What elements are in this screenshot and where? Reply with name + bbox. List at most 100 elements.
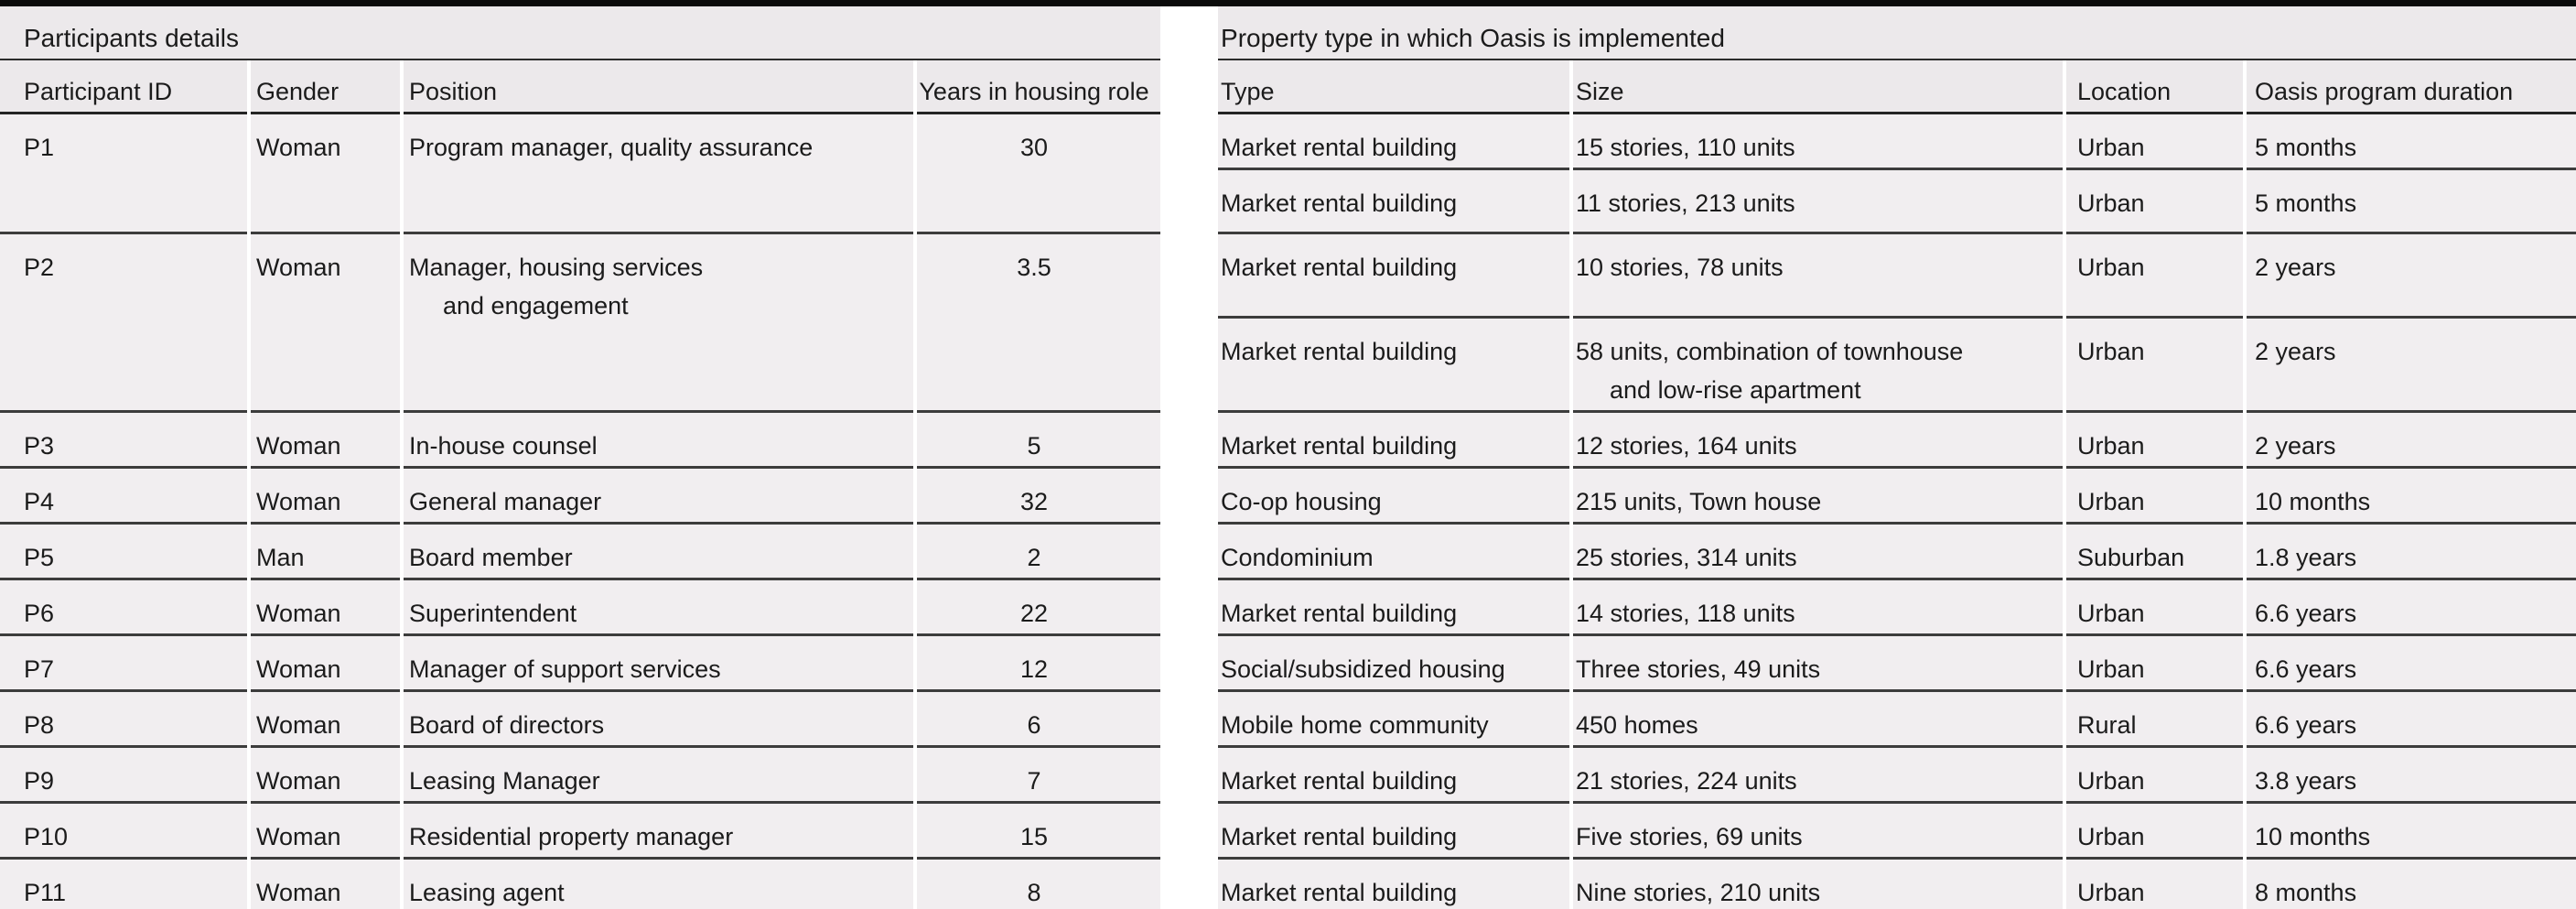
cell-text: 12 stories, 164 units: [1576, 431, 1797, 460]
cell-property-size: Nine stories, 210 units: [1573, 859, 2064, 909]
cell-text: 2: [1027, 543, 1041, 571]
cell-text: Woman: [256, 487, 341, 515]
cell-duration: 3.8 years: [2247, 747, 2576, 804]
cell-gender: Man: [251, 524, 400, 580]
group-header-property-type: Property type in which Oasis is implemen…: [1218, 6, 2576, 61]
cell-text: Urban: [2077, 133, 2145, 161]
cell-text: Nine stories, 210 units: [1576, 878, 1821, 906]
cell-text: 5 months: [2255, 133, 2357, 161]
cell-text: 2 years: [2255, 431, 2336, 460]
cell-text: 21 stories, 224 units: [1576, 766, 1797, 795]
cell-text: Co-op housing: [1221, 487, 1382, 515]
cell-text: 5 months: [2255, 189, 2357, 217]
cell-text: P2: [24, 253, 55, 281]
cell-text: Woman: [256, 822, 341, 850]
cell-participant-id: P3: [0, 412, 247, 469]
cell-gender: Woman: [251, 691, 400, 748]
cell-text: Urban: [2077, 599, 2145, 627]
cell-position: Superintendent: [404, 579, 913, 636]
cell-property-type: Market rental building: [1218, 579, 1570, 636]
cell-gender: Woman: [251, 635, 400, 692]
cell-text: Woman: [256, 253, 341, 281]
col-header-participant-id: Participant ID: [0, 60, 247, 114]
cell-text: 7: [1027, 766, 1041, 795]
cell-location: Urban: [2066, 169, 2244, 234]
cell-duration: 6.6 years: [2247, 635, 2576, 692]
cell-text: 2 years: [2255, 337, 2336, 365]
col-header-size: Size: [1573, 60, 2064, 114]
cell-text: 30: [1019, 133, 1049, 161]
cell-text: Social/subsidized housing: [1221, 655, 1505, 683]
cell-participant-id: P2: [0, 233, 247, 413]
cell-gender: Woman: [251, 747, 400, 804]
cell-position: Board of directors: [404, 691, 913, 748]
cell-location: Rural: [2066, 691, 2244, 748]
cell-text: Urban: [2077, 655, 2145, 683]
spacer-cell: [1164, 748, 1214, 804]
cell-location: Urban: [2066, 579, 2244, 636]
table-row: P10 Woman Residential property manager 15 Ma…: [0, 803, 2576, 860]
cell-property-size: 25 stories, 314 units: [1573, 524, 2064, 580]
cell-text: Mobile home community: [1221, 710, 1489, 739]
cell-text: Urban: [2077, 487, 2145, 515]
cell-text: Residential property manager: [409, 822, 734, 850]
cell-text: 10 months: [2255, 487, 2371, 515]
cell-text: Urban: [2077, 189, 2145, 217]
table-row: P5 Man Board member 2 Condominium 25 stories,…: [0, 524, 2576, 580]
cell-property-type: Market rental building: [1218, 114, 1570, 170]
cell-text: Leasing agent: [409, 878, 565, 906]
cell-text: 6: [1027, 710, 1041, 739]
cell-text: General manager: [409, 487, 602, 515]
cell-text: P10: [24, 822, 69, 850]
cell-text: 22: [1019, 599, 1049, 627]
cell-text: Manager of support services: [409, 655, 721, 683]
cell-text: Rural: [2077, 710, 2137, 739]
cell-text: Condominium: [1221, 543, 1374, 571]
spacer-cell: [1164, 234, 1214, 413]
cell-text: Board of directors: [409, 710, 605, 739]
cell-property-size: 15 stories, 110 units: [1573, 114, 2064, 170]
cell-position: General manager: [404, 468, 913, 525]
cell-property-size: 215 units, Town house: [1573, 468, 2064, 525]
cell-text: 32: [1019, 487, 1049, 515]
cell-text: Man: [256, 543, 305, 571]
col-header-duration: Oasis program duration: [2247, 60, 2576, 114]
cell-text: Superintendent: [409, 599, 577, 627]
cell-location: Urban: [2066, 859, 2244, 909]
table-row: P9 Woman Leasing Manager 7 Market rental bui…: [0, 747, 2576, 804]
cell-text: 6.6 years: [2255, 599, 2357, 627]
cell-text: 5: [1027, 431, 1041, 460]
table-row: P3 Woman In-house counsel 5 Market rental bu…: [0, 412, 2576, 469]
spacer-cell: [1164, 580, 1214, 636]
cell-position: Board member: [404, 524, 913, 580]
cell-property-type: Market rental building: [1218, 747, 1570, 804]
cell-position: Leasing agent: [404, 859, 913, 909]
cell-property-size: 11 stories, 213 units: [1573, 169, 2064, 234]
cell-text: 3.8 years: [2255, 766, 2357, 795]
cell-text: 14 stories, 118 units: [1576, 599, 1795, 627]
cell-location: Urban: [2066, 635, 2244, 692]
table-body: P1 Woman Program manager, quality assuranc…: [0, 114, 2576, 909]
cell-property-type: Social/subsidized housing: [1218, 635, 1570, 692]
cell-text: Market rental building: [1221, 431, 1458, 460]
cell-text: Five stories, 69 units: [1576, 822, 1803, 850]
column-header-row: Participant ID Gender Position Years in …: [0, 60, 2576, 114]
cell-text: Market rental building: [1221, 133, 1458, 161]
cell-text: P3: [24, 431, 55, 460]
cell-years: 7: [917, 747, 1161, 804]
cell-property-size: 450 homes: [1573, 691, 2064, 748]
cell-duration: 6.6 years: [2247, 691, 2576, 748]
cell-text: P11: [24, 878, 67, 906]
cell-location: Urban: [2066, 468, 2244, 525]
cell-text: Woman: [256, 710, 341, 739]
col-header-position: Position: [404, 60, 913, 114]
cell-property-type: Market rental building: [1218, 169, 1570, 234]
cell-text: Urban: [2077, 253, 2145, 281]
cell-text: In-house counsel: [409, 431, 598, 460]
cell-participant-id: P11: [0, 859, 247, 909]
cell-text: 1.8 years: [2255, 543, 2357, 571]
table-row: P4 Woman General manager 32 Co-op housing 215…: [0, 468, 2576, 525]
cell-text: 3.5: [1017, 253, 1051, 281]
group-header-participants: Participants details: [0, 6, 1161, 61]
